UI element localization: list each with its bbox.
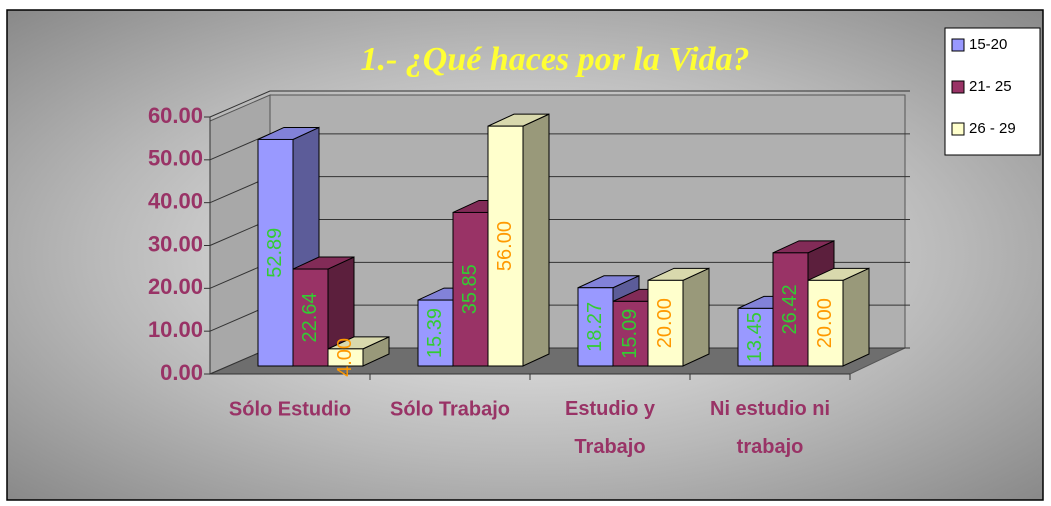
bar-side [522,113,550,367]
value-label: 20.00 [814,298,836,348]
bar [292,268,329,367]
y-tick-label: 40.00 [148,188,203,213]
bar [737,307,774,367]
bar [487,125,524,367]
y-tick-label: 10.00 [148,317,203,342]
bar [647,279,684,367]
bar [772,252,809,367]
bar [577,287,614,367]
value-label: 4.00 [334,338,356,377]
chart-title: 1.- ¿Qué haces por la Vida? [360,41,749,78]
x-tick-label: Ni estudio ni trabajo [710,398,830,458]
value-label: 52.89 [264,228,286,278]
bar [327,348,364,367]
value-label: 56.00 [494,221,516,271]
value-label: 26.42 [779,284,801,334]
legend-swatch [951,38,965,52]
legend-label: 15-20 [969,36,1007,53]
bar-side [682,267,710,367]
value-label: 35.85 [459,264,481,314]
y-tick-label: 60.00 [148,103,203,128]
bar-side [842,267,870,367]
legend-swatch [951,80,965,94]
value-label: 18.27 [584,302,606,352]
grid-line [209,90,910,118]
value-label: 15.39 [424,308,446,358]
legend-label: 21- 25 [969,78,1012,95]
x-tick-label: Sólo Trabajo [390,398,510,420]
y-tick-label: 20.00 [148,274,203,299]
value-label: 22.64 [299,292,321,342]
bar [807,279,844,367]
y-tick-label: 0.00 [160,360,203,385]
x-tick-label: Sólo Estudio [229,398,351,420]
bar [612,300,649,367]
y-tick-label: 50.00 [148,146,203,171]
x-tick-label: Estudio y Trabajo [565,398,656,458]
legend-label: 26 - 29 [969,120,1016,137]
legend-swatch [951,122,965,136]
bar [257,138,294,367]
bar [417,299,454,367]
value-label: 13.45 [744,312,766,362]
value-label: 15.09 [619,309,641,359]
y-tick-label: 30.00 [148,231,203,256]
value-label: 20.00 [654,298,676,348]
